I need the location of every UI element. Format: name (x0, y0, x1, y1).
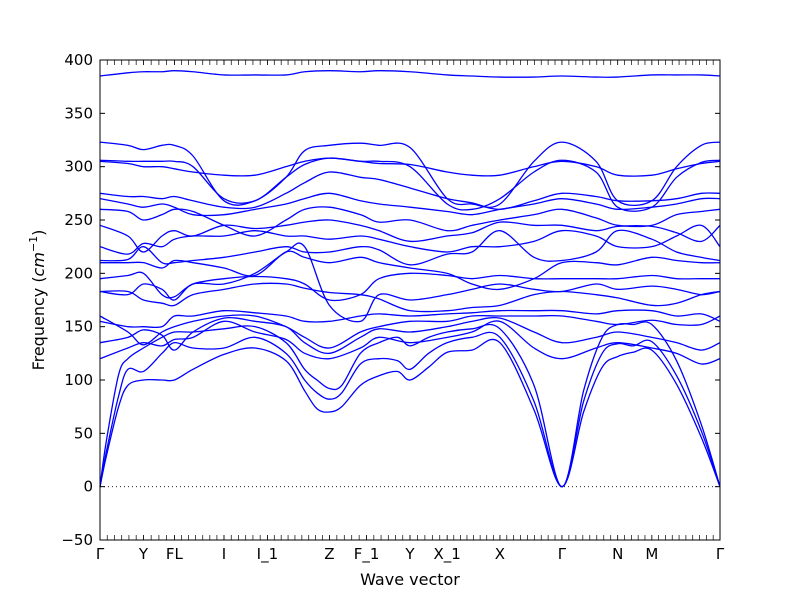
phonon-band-13 (99, 224, 721, 255)
y-tick-label: 50 (74, 424, 93, 442)
y-tick-label: −50 (61, 531, 93, 549)
y-axis-label-close: ) (29, 230, 48, 236)
y-tick-label: 250 (64, 211, 93, 229)
x-axis-label: Wave vector (360, 570, 460, 589)
x-tick-label-5: Z (324, 545, 334, 563)
phonon-band-12 (99, 229, 721, 266)
phonon-band-18 (99, 157, 721, 177)
y-axis-label-exponent: −1 (27, 236, 40, 252)
x-tick-label-8: X_1 (434, 545, 461, 564)
phonon-band-4 (99, 320, 721, 365)
y-tick-label: 400 (64, 51, 93, 69)
phonon-band-5 (99, 317, 721, 354)
y-tick-label: 200 (64, 264, 93, 282)
series-group (99, 70, 721, 488)
x-tick-label-12: M (645, 545, 658, 563)
y-tick-label: 0 (83, 478, 93, 496)
x-tick-label-11: N (612, 545, 623, 563)
phonon-band-3 (99, 321, 721, 488)
y-axis-label-unit: cm (29, 252, 48, 276)
phonon-band-10 (99, 271, 720, 302)
x-tick-label-9: X (495, 545, 505, 563)
y-tick-label: 300 (64, 158, 93, 176)
x-tick-label-3: I (222, 545, 226, 563)
phonon-band-14 (99, 219, 721, 253)
x-tick-label-10: Γ (558, 545, 567, 563)
phonon-band-2 (99, 331, 721, 488)
y-axis-label-text: Frequency ( (29, 276, 48, 370)
phonon-band-1 (99, 338, 721, 488)
y-tick-label: 100 (64, 371, 93, 389)
phonon-band-15 (99, 206, 721, 237)
x-tick-labels: Γ Y FL I I_1 Z F_1 Y X_1 X Γ N M Γ (96, 545, 725, 564)
x-tick-label-4: I_1 (257, 545, 278, 564)
phonon-band-7 (99, 309, 721, 329)
phonon-band-20 (99, 141, 721, 209)
plot-frame (99, 59, 721, 541)
y-tick-label: 150 (64, 318, 93, 336)
phonon-band-6 (99, 314, 721, 349)
x-tick-label-1: Y (138, 545, 149, 563)
phonon-band-16 (99, 192, 721, 217)
x-tick-label-6: F_1 (354, 545, 380, 564)
axis-ticks (99, 59, 721, 541)
x-tick-label-13: Γ (716, 545, 725, 563)
y-axis-label: Frequency (cm−1) (27, 230, 48, 371)
y-tick-labels: −50 0 50 100 150 200 250 300 350 400 (61, 51, 93, 549)
phonon-band-8 (99, 282, 721, 313)
x-tick-label-2: FL (166, 545, 184, 563)
phonon-band-9 (99, 242, 721, 323)
phonon-band-21 (99, 70, 721, 78)
x-tick-label-0: Γ (96, 545, 105, 563)
phonon-band-19 (99, 157, 721, 212)
x-tick-label-7: Y (404, 545, 415, 563)
y-tick-label: 350 (64, 104, 93, 122)
phonon-band-11 (100, 250, 721, 291)
